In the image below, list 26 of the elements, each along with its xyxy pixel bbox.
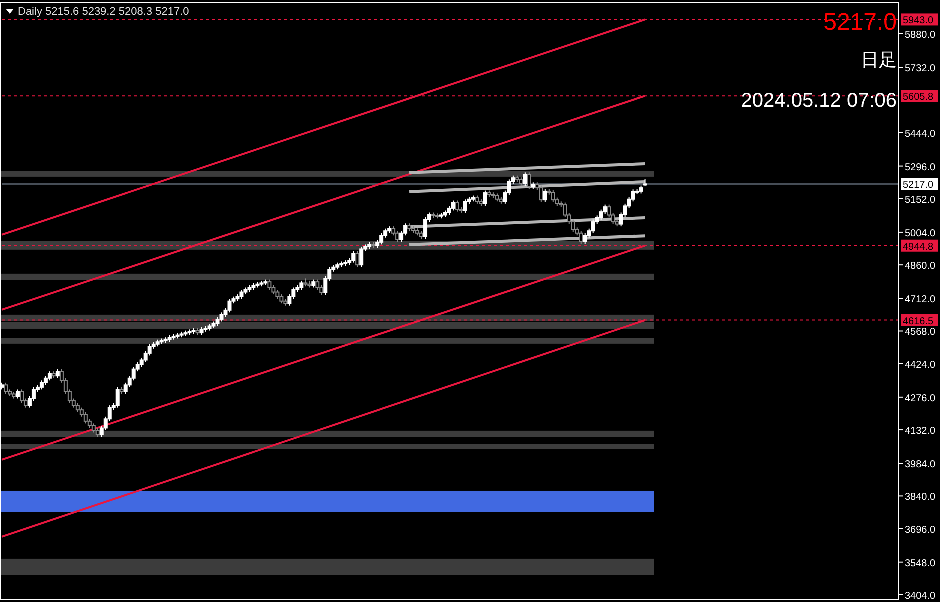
y-tick-label: 5004.0 <box>905 228 936 240</box>
y-tick-label: 3404.0 <box>905 590 936 602</box>
y-tick-label: 3696.0 <box>905 524 936 536</box>
annotation: 2024.05.12 07:06 <box>741 90 897 112</box>
ref-line-label: 4944.8 <box>903 242 934 253</box>
y-tick-label: 4132.0 <box>905 426 936 438</box>
ref-line-label: 5605.8 <box>903 92 934 104</box>
ref-line-label: 5943.0 <box>903 16 934 27</box>
y-tick-label: 3548.0 <box>905 558 936 570</box>
y-tick-label: 5296.0 <box>905 162 936 174</box>
y-tick-label: 4860.0 <box>905 261 936 272</box>
y-tick-label: 4712.0 <box>905 294 936 306</box>
y-tick-label: 5444.0 <box>905 128 936 140</box>
y-tick-label: 3840.0 <box>905 492 936 504</box>
y-tick-label: 4568.0 <box>905 327 936 338</box>
y-tick-label: 4276.0 <box>905 393 936 404</box>
y-tick-label: 3984.0 <box>905 460 936 471</box>
y-tick-label: 5152.0 <box>905 194 936 206</box>
ref-line-label: 5217.0 <box>903 180 934 192</box>
y-tick-label: 5732.0 <box>905 64 936 75</box>
ref-line-label: 4616.5 <box>903 316 934 328</box>
annotation: 日足 <box>861 50 897 70</box>
y-tick-label: 4424.0 <box>905 360 936 371</box>
y-tick-label: 5880.0 <box>905 30 936 41</box>
text: Daily 5215.6 5239.2 5208.3 5217.0 <box>18 6 190 18</box>
annotation: 5217.0 <box>824 9 897 36</box>
